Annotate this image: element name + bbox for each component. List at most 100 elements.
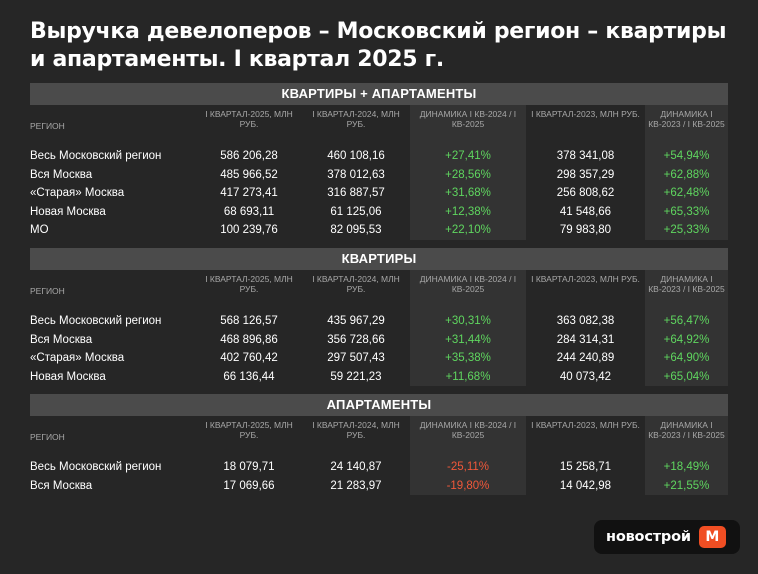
header-row: РЕГИОН I КВАРТАЛ-2025, МЛН РУБ. I КВАРТАЛ-… [30, 270, 728, 312]
header-q1-2023: I КВАРТАЛ-2023, МЛН РУБ. [531, 274, 640, 284]
cell-dyn-2024: -25,11% [447, 461, 489, 473]
header-dyn-2024: ДИНАМИКА I КВ-2024 / I КВ-2025 [419, 420, 517, 440]
section-title: КВАРТИРЫ [30, 248, 728, 270]
section-2: АПАРТАМЕНТЫ РЕГИОН I КВАРТАЛ-2025, МЛН РУБ… [30, 394, 728, 495]
region-name: МО [30, 224, 49, 236]
table-row: Вся Москва 485 966,52 378 012,63 +28,56% 298… [30, 166, 728, 185]
region-name: Новая Москва [30, 370, 106, 383]
cell-q1-2023: 41 548,66 [559, 205, 612, 218]
cell-q1-2023: 79 983,80 [559, 224, 612, 236]
cell-q1-2025: 417 273,41 [220, 187, 278, 199]
cell-q1-2023: 14 042,98 [559, 479, 612, 492]
header-row: РЕГИОН I КВАРТАЛ-2025, МЛН РУБ. I КВАРТАЛ-… [30, 416, 728, 458]
cell-q1-2023: 284 314,31 [556, 333, 615, 346]
region-name: Весь Московский регион [30, 461, 162, 473]
table-row: Вся Москва 17 069,66 21 283,97 -19,80% 14 04… [30, 477, 728, 496]
cell-q1-2023: 256 808,62 [556, 187, 615, 199]
cell-dyn-2023: +56,47% [663, 315, 710, 327]
cell-q1-2024: 356 728,66 [327, 333, 385, 346]
cell-q1-2024: 378 012,63 [327, 168, 385, 181]
table-row: Весь Московский регион 18 079,71 24 140,87… [30, 458, 728, 477]
cell-q1-2024: 460 108,16 [327, 150, 385, 162]
section-title: КВАРТИРЫ + АПАРТАМЕНТЫ [30, 83, 728, 105]
cell-q1-2025: 68 693,11 [223, 205, 275, 218]
cell-q1-2025: 100 239,76 [220, 224, 278, 236]
column-highlight [410, 416, 526, 495]
cell-dyn-2023: +62,88% [663, 168, 710, 181]
cell-q1-2025: 18 079,71 [223, 461, 275, 473]
cell-dyn-2024: +31,68% [445, 187, 491, 199]
header-q1-2025: I КВАРТАЛ-2025, МЛН РУБ. [205, 109, 293, 129]
header-dyn-2023: ДИНАМИКА I КВ-2023 / I КВ-2025 [648, 420, 725, 440]
region-name: Весь Московский регион [30, 315, 162, 327]
cell-q1-2025: 468 896,86 [220, 333, 278, 346]
cell-q1-2025: 17 069,66 [223, 479, 275, 492]
cell-dyn-2024: +11,68% [445, 370, 491, 383]
cell-q1-2024: 21 283,97 [330, 479, 382, 492]
cell-dyn-2023: +65,04% [663, 370, 710, 383]
data-table: РЕГИОН I КВАРТАЛ-2025, МЛН РУБ. I КВАРТАЛ-… [30, 416, 728, 495]
cell-dyn-2023: +62,48% [663, 187, 710, 199]
cell-dyn-2024: +35,38% [445, 352, 491, 364]
region-name: Вся Москва [30, 168, 93, 181]
table-row: «Старая» Москва 417 273,41 316 887,57 +31,6… [30, 184, 728, 203]
data-table: РЕГИОН I КВАРТАЛ-2025, МЛН РУБ. I КВАРТАЛ-… [30, 270, 728, 386]
header-q1-2023: I КВАРТАЛ-2023, МЛН РУБ. [531, 109, 640, 119]
cell-q1-2024: 61 125,06 [330, 205, 382, 218]
header-q1-2024: I КВАРТАЛ-2024, МЛН РУБ. [312, 420, 400, 440]
region-name: «Старая» Москва [30, 187, 125, 199]
region-name: Вся Москва [30, 479, 93, 492]
cell-q1-2025: 568 126,57 [220, 315, 278, 327]
table-row: Новая Москва 68 693,11 61 125,06 +12,38% 41 … [30, 203, 728, 222]
header-q1-2025: I КВАРТАЛ-2025, МЛН РУБ. [205, 420, 293, 440]
region-name: Вся Москва [30, 333, 93, 346]
table-row: МО 100 239,76 82 095,53 +22,10% 79 983,80 +25… [30, 221, 728, 240]
cell-q1-2024: 316 887,57 [327, 187, 385, 199]
cell-dyn-2023: +25,33% [663, 224, 710, 236]
cell-q1-2024: 297 507,43 [327, 352, 385, 364]
region-name: «Старая» Москва [30, 352, 125, 364]
table-row: Новая Москва 66 136,44 59 221,23 +11,68% 40 … [30, 368, 728, 387]
header-dyn-2024: ДИНАМИКА I КВ-2024 / I КВ-2025 [419, 274, 517, 294]
cell-q1-2024: 435 967,29 [327, 315, 385, 327]
cell-q1-2023: 40 073,42 [559, 370, 612, 383]
header-q1-2024: I КВАРТАЛ-2024, МЛН РУБ. [312, 109, 400, 129]
header-row: РЕГИОН I КВАРТАЛ-2025, МЛН РУБ. I КВАРТАЛ-… [30, 105, 728, 147]
column-highlight [645, 416, 728, 495]
cell-dyn-2023: +18,49% [663, 461, 710, 473]
cell-dyn-2023: +54,94% [663, 150, 710, 162]
cell-q1-2023: 244 240,89 [556, 352, 615, 364]
logo-badge: М [698, 526, 726, 548]
table-row: Весь Московский регион 586 206,28 460 108,… [30, 147, 728, 166]
section-0: КВАРТИРЫ + АПАРТАМЕНТЫ РЕГИОН I КВАРТАЛ-20… [30, 83, 728, 240]
cell-q1-2025: 402 760,42 [220, 352, 278, 364]
cell-q1-2024: 82 095,53 [330, 224, 382, 236]
cell-q1-2023: 15 258,71 [559, 461, 612, 473]
table-row: «Старая» Москва 402 760,42 297 507,43 +35,3… [30, 349, 728, 368]
region-name: Новая Москва [30, 205, 106, 218]
cell-q1-2023: 363 082,38 [556, 315, 615, 327]
cell-q1-2025: 66 136,44 [223, 370, 275, 383]
header-dyn-2023: ДИНАМИКА I КВ-2023 / I КВ-2025 [648, 274, 725, 294]
cell-dyn-2024: +12,38% [445, 205, 491, 218]
header-region: РЕГИОН [30, 286, 65, 296]
cell-dyn-2024: +31,44% [445, 333, 491, 346]
column-highlight [645, 270, 728, 386]
column-highlight [410, 105, 526, 240]
header-region: РЕГИОН [30, 121, 65, 131]
table-row: Вся Москва 468 896,86 356 728,66 +31,44% 284… [30, 331, 728, 350]
page-title: Выручка девелоперов – Московский регион … [30, 19, 727, 72]
table-row: Весь Московский регион 568 126,57 435 967,… [30, 312, 728, 331]
cell-dyn-2024: +30,31% [445, 315, 491, 327]
header-dyn-2023: ДИНАМИКА I КВ-2023 / I КВ-2025 [648, 109, 725, 129]
data-table: РЕГИОН I КВАРТАЛ-2025, МЛН РУБ. I КВАРТАЛ-… [30, 105, 728, 240]
cell-dyn-2024: +22,10% [445, 224, 491, 236]
cell-dyn-2024: +28,56% [445, 168, 491, 181]
header-q1-2023: I КВАРТАЛ-2023, МЛН РУБ. [531, 420, 640, 430]
section-1: КВАРТИРЫ РЕГИОН I КВАРТАЛ-2025, МЛН РУБ. I … [30, 248, 728, 386]
cell-q1-2023: 378 341,08 [556, 150, 615, 162]
cell-dyn-2024: +27,41% [445, 150, 491, 162]
novostroy-logo: новострой М [594, 520, 740, 554]
section-title: АПАРТАМЕНТЫ [30, 394, 728, 416]
header-q1-2024: I КВАРТАЛ-2024, МЛН РУБ. [312, 274, 400, 294]
